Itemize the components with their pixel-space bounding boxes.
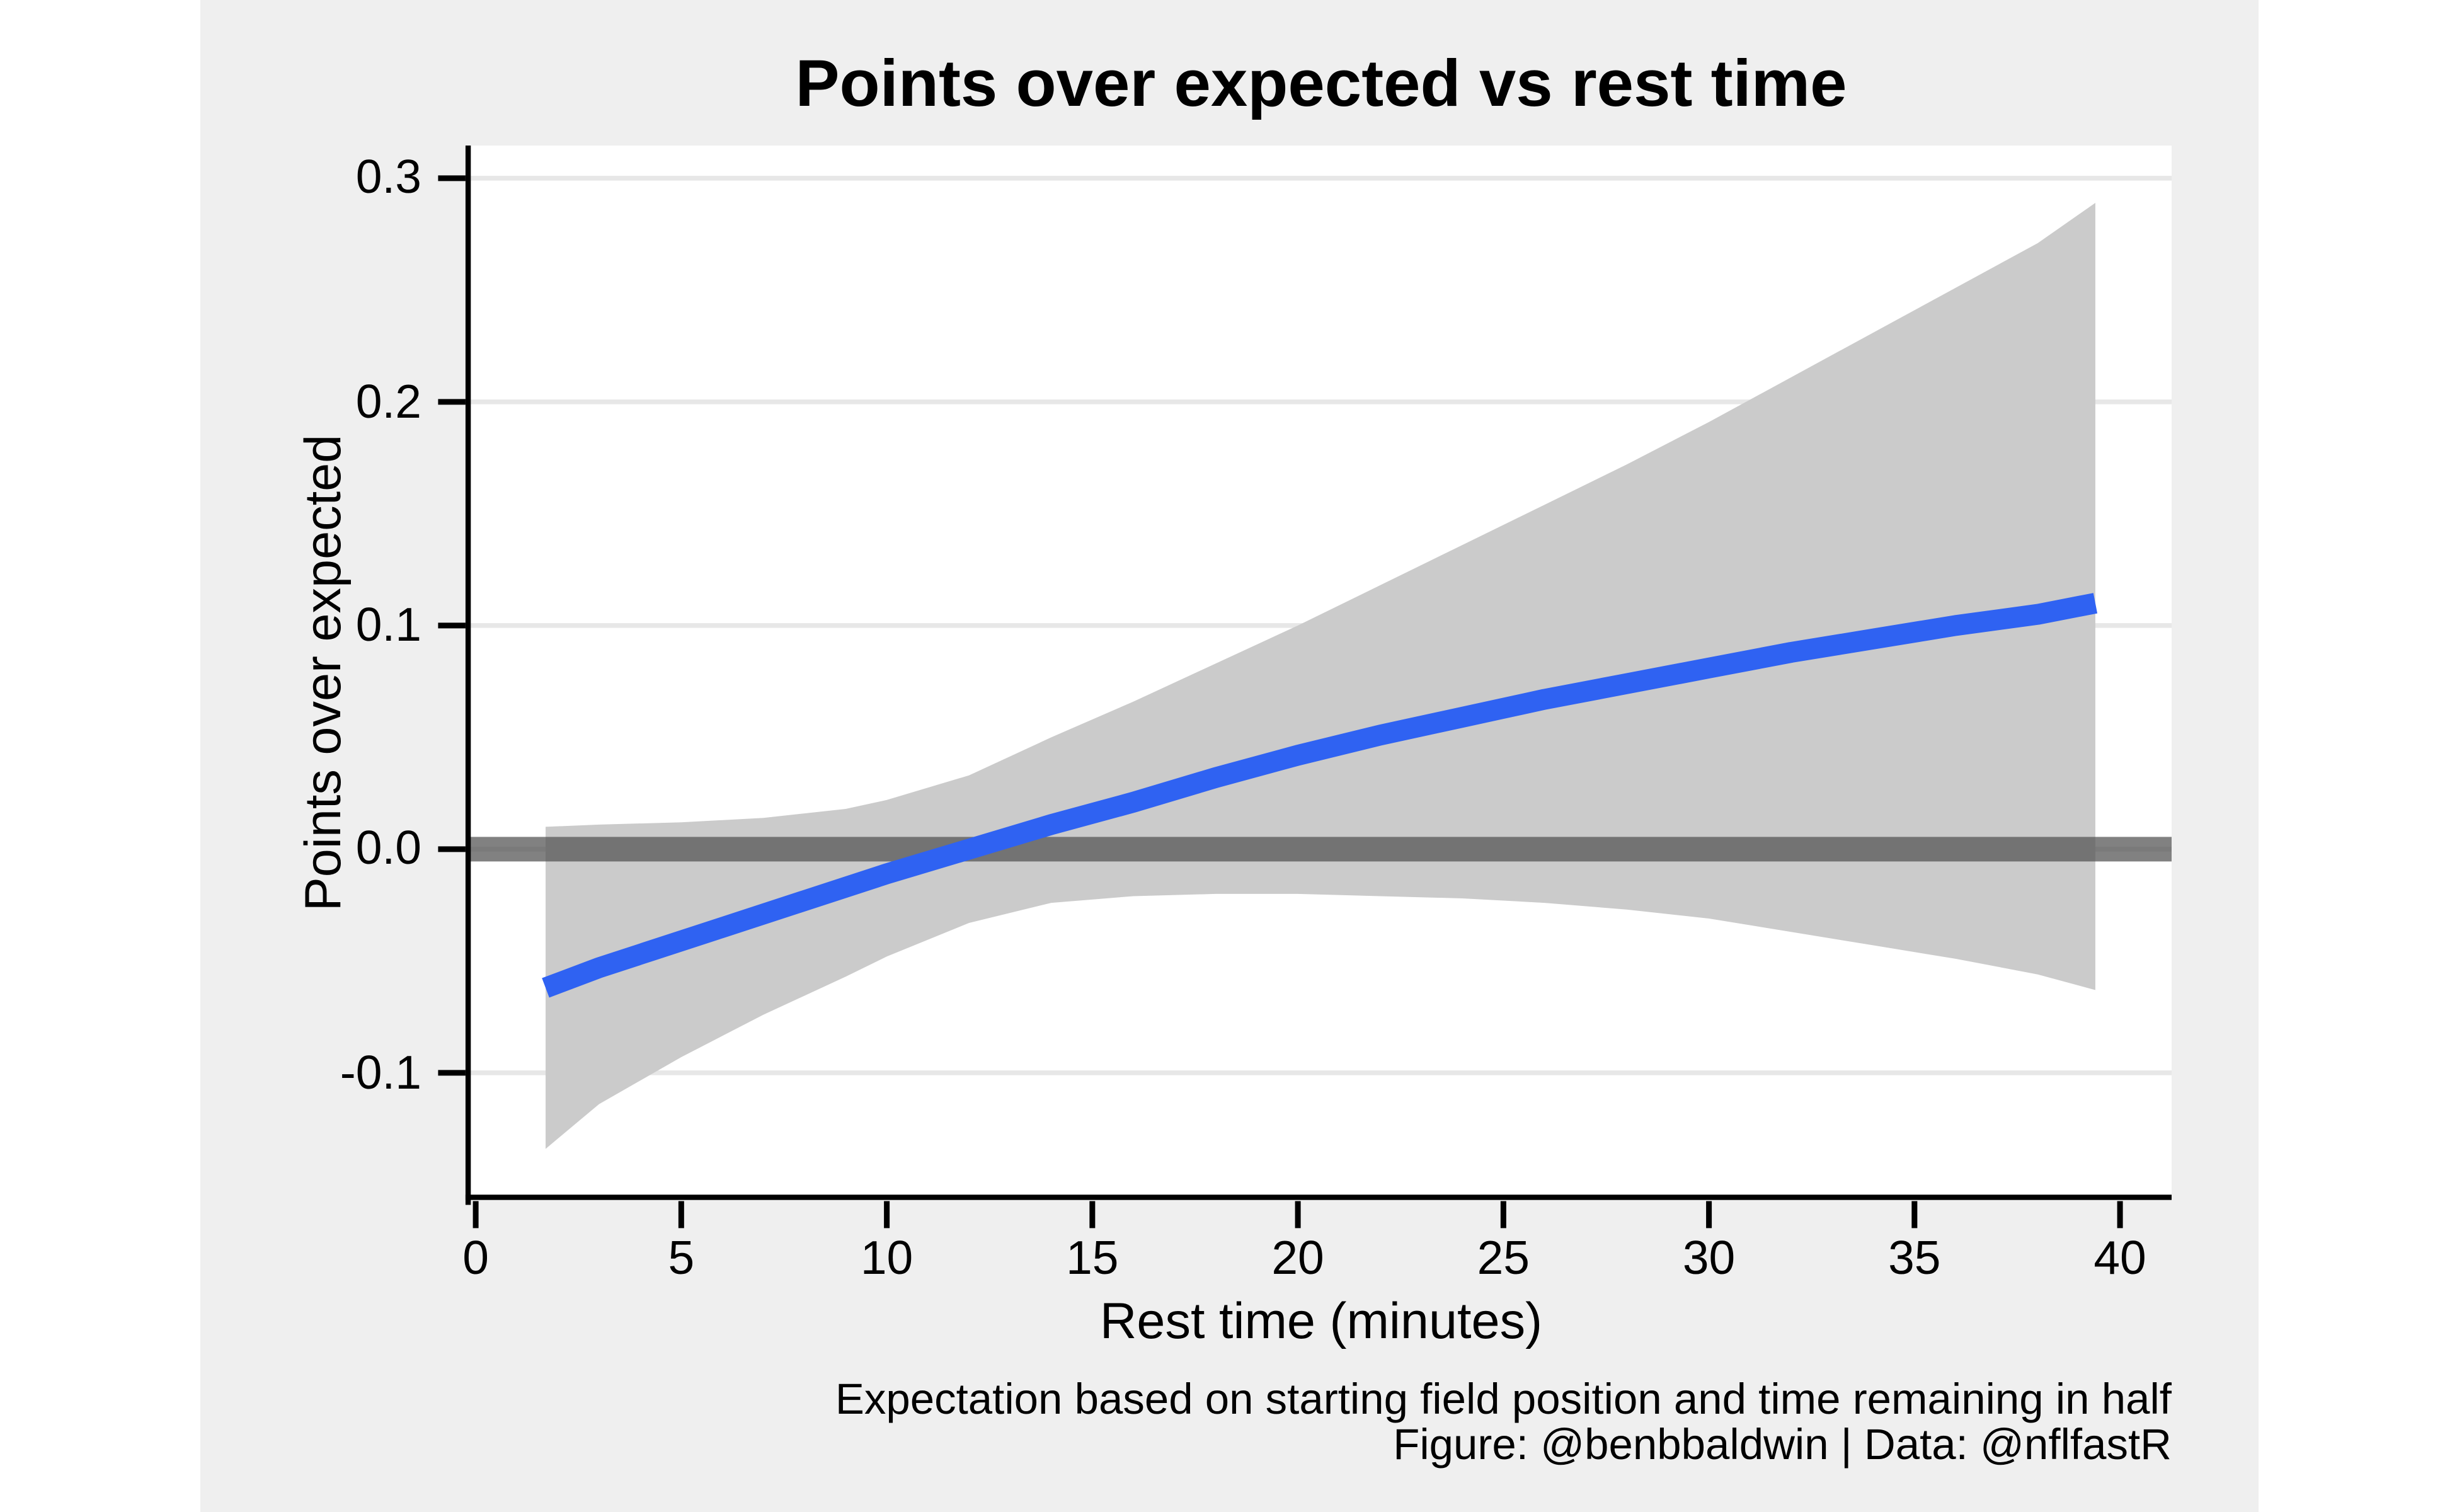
y-tick-label: 0.3: [355, 151, 421, 205]
y-tick-mark: [438, 622, 466, 629]
x-tick-label: 40: [2093, 1232, 2146, 1285]
y-tick-mark: [438, 846, 466, 852]
x-tick-label: 35: [1888, 1232, 1941, 1285]
y-tick-mark: [438, 1070, 466, 1076]
data-layers: [471, 202, 2172, 1149]
y-tick-label: 0.1: [355, 598, 421, 652]
x-tick-mark: [2117, 1201, 2123, 1228]
trend-line: [542, 593, 2098, 998]
chart-plot-area: [438, 146, 2172, 1228]
x-tick-label: 5: [668, 1232, 695, 1285]
x-tick-label: 30: [1682, 1232, 1736, 1285]
figure-background: Points over expected vs rest time Points…: [200, 0, 2259, 1512]
caption-line-1: Expectation based on starting field posi…: [835, 1374, 2172, 1423]
x-tick-mark: [1706, 1201, 1712, 1228]
gridline-y: [471, 399, 2172, 404]
x-axis-line: [465, 1194, 2172, 1200]
x-tick-mark: [1295, 1201, 1301, 1228]
y-tick-label: 0.2: [355, 375, 421, 428]
y-tick-mark: [438, 399, 466, 405]
caption-line-2: Figure: @benbbaldwin | Data: @nflfastR: [1393, 1419, 2172, 1469]
x-tick-mark: [678, 1201, 684, 1228]
x-tick-mark: [884, 1201, 890, 1228]
x-tick-label: 10: [860, 1232, 914, 1285]
x-tick-mark: [1500, 1201, 1506, 1228]
y-axis-line: [465, 146, 471, 1205]
chart-title: Points over expected vs rest time: [795, 47, 1847, 121]
x-tick-mark: [472, 1201, 479, 1228]
y-tick-label: 0.0: [355, 822, 421, 876]
x-tick-label: 20: [1271, 1232, 1324, 1285]
x-tick-mark: [1911, 1201, 1918, 1228]
gridline-y: [471, 1070, 2172, 1075]
gridline-y: [471, 176, 2172, 181]
caption: Expectation based on starting field posi…: [200, 1376, 2172, 1467]
x-tick-mark: [1089, 1201, 1096, 1228]
x-tick-label: 15: [1066, 1232, 1119, 1285]
zero-reference-line: [471, 837, 2172, 862]
y-tick-label: -0.1: [340, 1046, 421, 1099]
confidence-ribbon: [546, 202, 2095, 1149]
x-tick-label: 25: [1477, 1232, 1530, 1285]
y-tick-mark: [438, 175, 466, 181]
x-tick-label: 0: [462, 1232, 489, 1285]
x-axis-title: Rest time (minutes): [1099, 1293, 1543, 1349]
